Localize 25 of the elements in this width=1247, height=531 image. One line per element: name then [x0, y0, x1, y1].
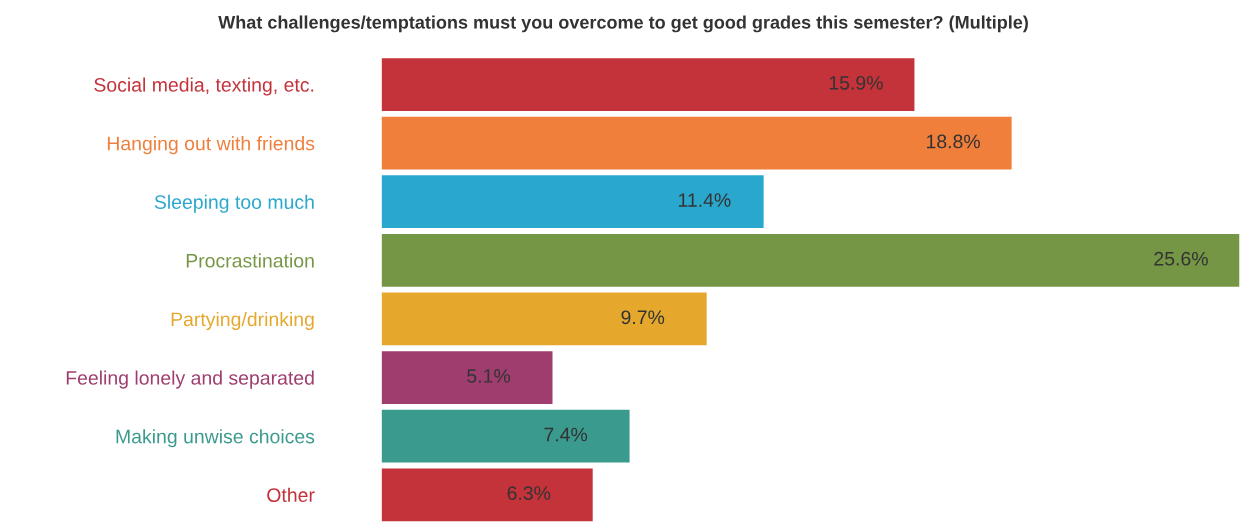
y-tick-label: Sleeping too much: [154, 194, 314, 213]
y-tick-label: Procrastination: [186, 253, 314, 268]
data-label: 5.1%: [467, 369, 511, 383]
data-label: 6.3%: [507, 486, 551, 501]
data-label: 7.4%: [544, 427, 588, 442]
bar: [381, 409, 630, 463]
data-label: 18.8%: [927, 134, 980, 149]
data-label: 25.6%: [1154, 251, 1208, 266]
data-label: 11.4%: [679, 193, 731, 207]
bar: [381, 175, 764, 229]
y-tick-label: Making unwise choices: [116, 429, 315, 448]
y-tick-label: Social media, texting, etc.: [94, 77, 314, 96]
bar: [381, 351, 553, 404]
data-label: 9.7%: [621, 310, 665, 325]
bar: [381, 468, 593, 522]
chart-title: What challenges/temptations must you overcome to get good grades this semester? (Multiple): [218, 15, 1028, 33]
bar: [381, 58, 915, 111]
y-tick-label: Other: [267, 487, 315, 503]
bar: [381, 233, 1240, 287]
bar: [381, 292, 707, 346]
bar: [381, 116, 1012, 170]
y-tick-label: Hanging out with friends: [107, 136, 315, 155]
y-tick-label: Partying/drinking: [171, 311, 314, 331]
data-label: 15.9%: [829, 75, 883, 90]
y-tick-label: Feeling lonely and separated: [66, 370, 314, 389]
